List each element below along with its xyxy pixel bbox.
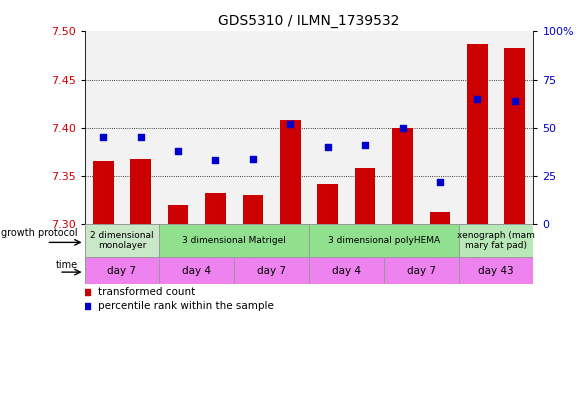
Bar	[131, 158, 151, 224]
Text: 3 dimensional polyHEMA: 3 dimensional polyHEMA	[328, 236, 440, 245]
Bar	[459, 224, 533, 257]
Point	[211, 157, 220, 163]
Point	[248, 155, 258, 162]
Text: 2 dimensional
monolayer: 2 dimensional monolayer	[90, 231, 154, 250]
Bar	[317, 184, 338, 224]
Bar	[392, 128, 413, 224]
Bar	[85, 257, 159, 284]
Bar	[159, 31, 197, 224]
Text: growth protocol: growth protocol	[1, 228, 78, 239]
Point	[173, 148, 182, 154]
Bar	[85, 224, 159, 257]
Bar	[159, 224, 309, 257]
Bar	[384, 31, 421, 224]
Bar	[384, 257, 459, 284]
Bar	[309, 224, 459, 257]
Bar	[309, 257, 384, 284]
Text: xenograph (mam
mary fat pad): xenograph (mam mary fat pad)	[457, 231, 535, 250]
Text: day 4: day 4	[182, 266, 211, 276]
Bar	[205, 193, 226, 224]
Point	[473, 96, 482, 102]
Bar	[280, 120, 301, 224]
Bar	[430, 213, 450, 224]
Title: GDS5310 / ILMN_1739532: GDS5310 / ILMN_1739532	[218, 14, 400, 28]
Bar	[93, 162, 114, 224]
Text: 3 dimensional Matrigel: 3 dimensional Matrigel	[182, 236, 286, 245]
Bar	[421, 31, 459, 224]
Bar	[168, 205, 188, 224]
Bar	[504, 48, 525, 224]
Bar	[496, 31, 533, 224]
Text: time: time	[55, 260, 78, 270]
Bar	[243, 195, 263, 224]
Point	[398, 125, 407, 131]
Text: day 7: day 7	[107, 266, 136, 276]
Point	[136, 134, 145, 141]
Text: day 7: day 7	[407, 266, 436, 276]
Text: percentile rank within the sample: percentile rank within the sample	[98, 301, 274, 311]
Bar	[272, 31, 309, 224]
Bar	[459, 257, 533, 284]
Text: day 4: day 4	[332, 266, 361, 276]
Bar	[467, 44, 487, 224]
Bar	[459, 31, 496, 224]
Bar	[234, 31, 272, 224]
Bar	[196, 31, 234, 224]
Bar	[234, 257, 309, 284]
Bar	[346, 31, 384, 224]
Point	[286, 121, 295, 127]
Point	[436, 178, 445, 185]
Text: day 43: day 43	[478, 266, 514, 276]
Point	[510, 97, 519, 104]
Bar	[85, 31, 122, 224]
Text: day 7: day 7	[257, 266, 286, 276]
Bar	[159, 257, 234, 284]
Point	[360, 142, 370, 148]
Bar	[122, 31, 159, 224]
Point	[99, 134, 108, 141]
Bar	[355, 168, 375, 224]
Text: transformed count: transformed count	[98, 286, 195, 296]
Point	[323, 144, 332, 150]
Bar	[309, 31, 346, 224]
